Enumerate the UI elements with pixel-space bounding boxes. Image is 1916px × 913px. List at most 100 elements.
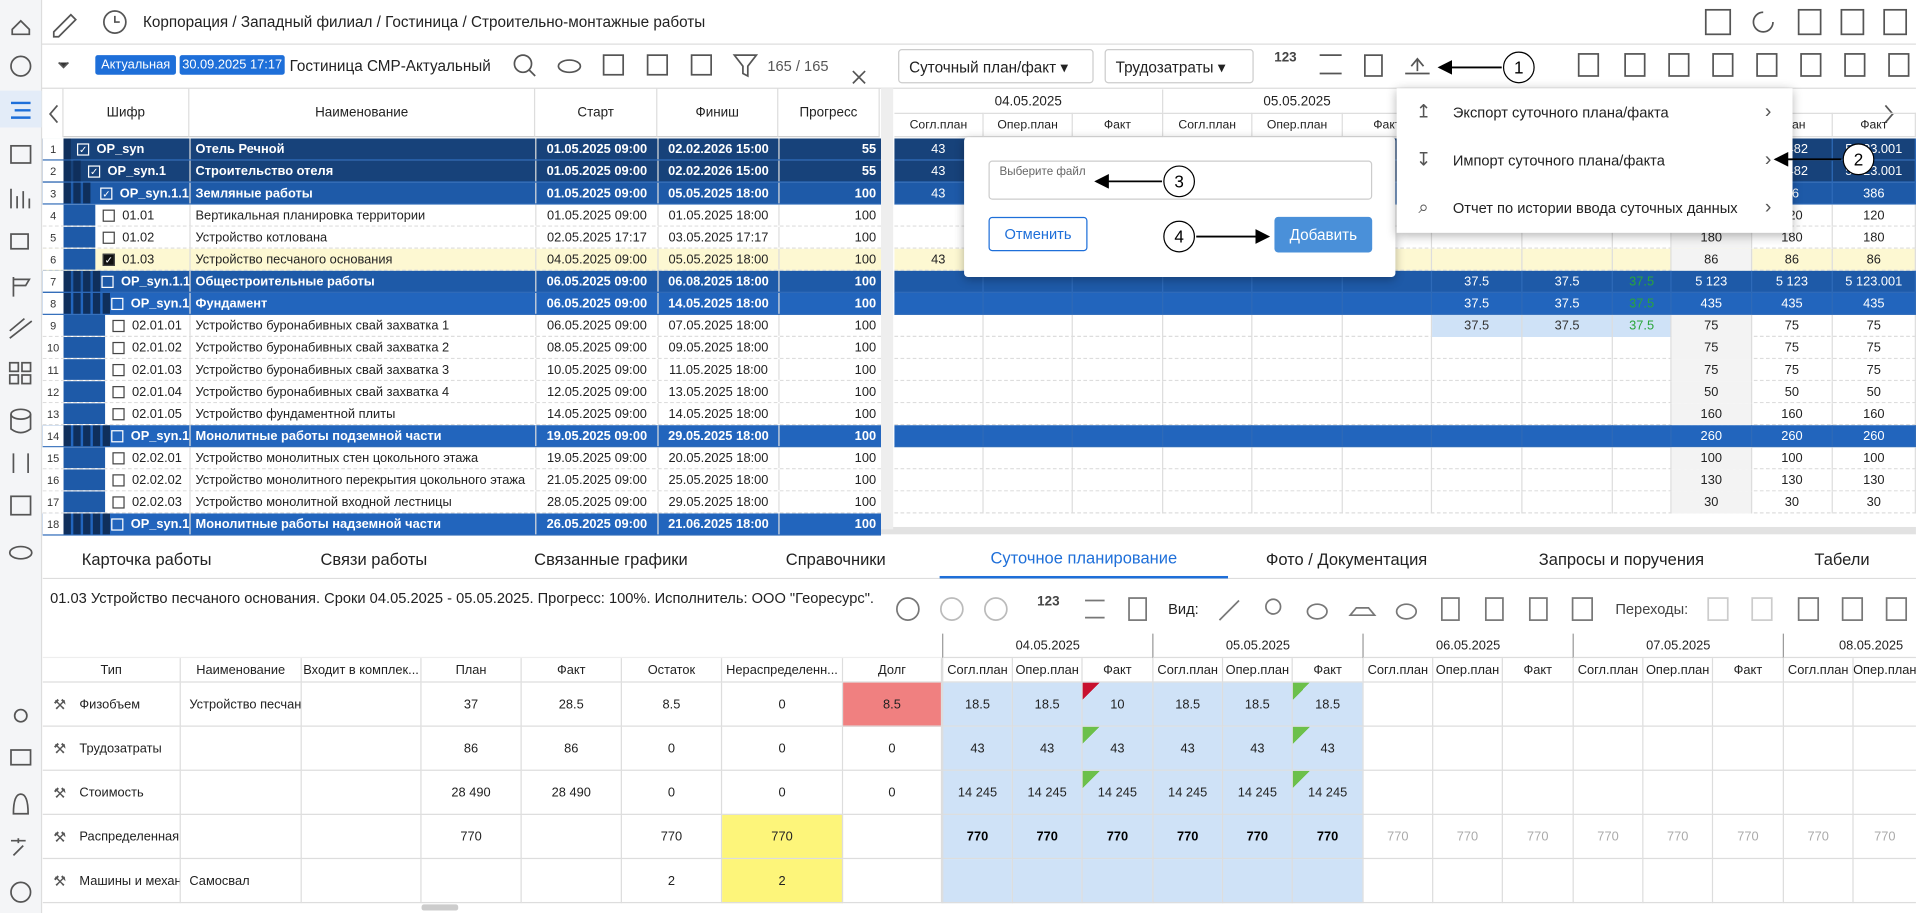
grid-cell [1432, 425, 1523, 448]
table-cell [843, 859, 943, 904]
table-cell: 0 [621, 726, 723, 771]
grid-cell: 37.5 [1432, 270, 1523, 293]
day-cell: 43 [1081, 726, 1153, 771]
grid-cell [1432, 491, 1523, 514]
dropdown[interactable]: Суточный план/факт ▾ [898, 49, 1094, 84]
day-cell [1501, 770, 1573, 815]
tab[interactable]: Связи работы [320, 549, 428, 569]
day-cell [1852, 682, 1916, 727]
grid-cell: 50 [1833, 381, 1916, 404]
grid-cell: 75 [1833, 359, 1916, 382]
menu-item[interactable]: ⌕ Отчет по истории ввода суточных данных › [1397, 184, 1793, 232]
grid-cell: 37.5 [1612, 314, 1672, 338]
table-cell [180, 726, 302, 771]
grid-cell [1252, 314, 1343, 338]
grid-cell [1343, 425, 1433, 448]
day-cell [1572, 726, 1643, 771]
row-number: 16 [42, 469, 64, 491]
grid-cell: 75 [1833, 314, 1916, 338]
day-cell: 770 [1221, 814, 1292, 860]
day-cell: 18.5 [1291, 682, 1363, 727]
table-cell: 770 [421, 814, 522, 860]
row-number: 17 [42, 491, 64, 513]
table-cell: 0 [722, 770, 844, 815]
day-cell: 43 [1152, 726, 1222, 771]
status-flag [1082, 726, 1100, 744]
checkbox [101, 275, 114, 288]
checkbox: ✓ [76, 143, 90, 156]
grid-cell [894, 359, 984, 382]
start-cell: 02.05.2025 17:17 [535, 226, 657, 248]
day-cell [1501, 726, 1573, 771]
tree-row: 11 02.01.03 Устройство буронабивных свай з… [42, 359, 881, 382]
progress-cell: 100 [778, 381, 881, 402]
tab[interactable]: Запросы и поручения [1538, 549, 1705, 569]
code-cell: 02.02.02 [131, 473, 182, 488]
row-number: 5 [42, 226, 64, 248]
grid-cell [1252, 270, 1343, 293]
tree-guide [63, 447, 106, 469]
day-cell [1711, 770, 1783, 815]
tree-guide [73, 513, 81, 535]
grid-cell: 386 [1833, 182, 1916, 205]
grid-cell: 160 [1671, 403, 1753, 426]
tab[interactable]: Справочники [785, 549, 886, 569]
grid-cell [894, 314, 984, 338]
menu-icon: ↧ [1415, 149, 1432, 171]
checkbox [111, 430, 124, 443]
grid-cell [1613, 447, 1672, 470]
grid-cell [984, 469, 1073, 492]
sub-column-header: Опер.план [983, 112, 1073, 138]
row-number: 7 [42, 270, 64, 292]
checkbox: ✓ [102, 253, 115, 266]
menu-item[interactable]: ↧ Импорт суточного плана/факта › [1397, 136, 1793, 184]
grid-cell [1252, 359, 1343, 382]
dropdown[interactable]: Трудозатраты ▾ [1104, 49, 1254, 84]
tab[interactable]: Связанные графики [534, 549, 688, 569]
grid-cell [1432, 403, 1523, 426]
name-cell: Устройство монолитного перекрытия цоколь… [189, 469, 535, 491]
finish-cell: 02.02.2026 15:00 [657, 138, 778, 160]
progress-cell: 100 [778, 270, 881, 292]
name-cell: Устройство фундаментной плиты [189, 403, 535, 425]
sub-column-header: Согл.план [1163, 112, 1253, 138]
day-cell [1291, 859, 1363, 904]
table-cell: 0 [722, 682, 844, 727]
tab[interactable]: Карточка работы [81, 549, 212, 569]
start-cell: 14.05.2025 09:00 [535, 403, 657, 425]
progress-cell: 100 [778, 469, 881, 491]
finish-cell: 05.05.2025 18:00 [657, 248, 778, 270]
file-input[interactable]: Выберите файл [988, 160, 1373, 200]
day-cell: 770 [1711, 814, 1783, 860]
callout: 2 [1842, 143, 1875, 176]
tab[interactable]: Суточное планирование [939, 539, 1229, 579]
table-cell: 28.5 [521, 682, 622, 727]
grid-cell: 5 123.001 [1833, 270, 1916, 293]
progress-cell: 55 [778, 160, 881, 182]
day-cell [1011, 859, 1082, 904]
row-number: 9 [42, 314, 64, 336]
table-cell [180, 814, 302, 860]
grid-cell: 130 [1752, 469, 1833, 492]
tree-guide [63, 513, 71, 535]
grid-cell [1163, 314, 1253, 338]
column-header: Старт [535, 88, 658, 138]
menu-item[interactable]: ↥ Экспорт суточного плана/факта › [1397, 88, 1793, 136]
cancel-button[interactable]: Отменить [988, 216, 1088, 252]
row-number: 13 [42, 403, 64, 425]
table-cell: Машины и механи [42, 859, 181, 904]
day-cell: 770 [1152, 814, 1222, 860]
tab[interactable]: Табели [1814, 549, 1870, 569]
menu-label: Экспорт суточного плана/факта [1452, 103, 1669, 121]
grid-cell [894, 425, 984, 448]
header-cell [43, 88, 64, 138]
code-cell: 01.01 [122, 208, 155, 224]
checkbox [111, 518, 124, 531]
tab[interactable]: Фото / Документация [1265, 549, 1428, 569]
table-cell: 8.5 [621, 682, 723, 727]
breadcrumb: Корпорация / Западный филиал / Гостиница… [142, 13, 706, 31]
add-button[interactable]: Добавить [1274, 216, 1373, 253]
